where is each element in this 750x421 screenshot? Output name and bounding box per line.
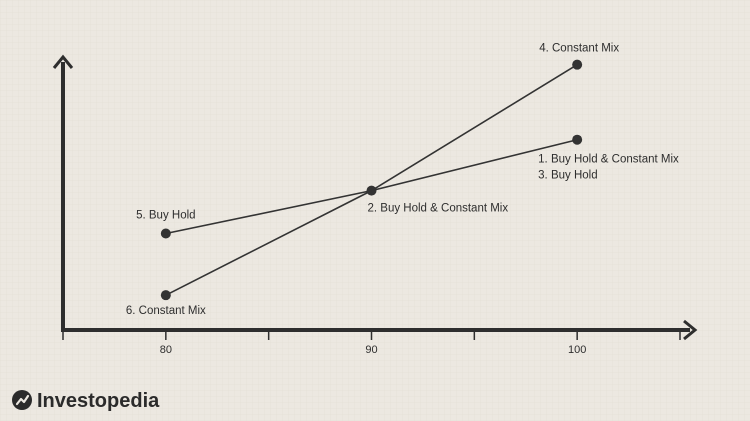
brand-logo: Investopedia xyxy=(12,390,160,412)
point-label: 1. Buy Hold & Constant Mix xyxy=(538,154,679,166)
y-axis-arrow xyxy=(52,54,74,69)
x-tick-label: 80 xyxy=(160,344,172,356)
x-tick-label: 100 xyxy=(568,344,586,356)
point-label: 6. Constant Mix xyxy=(126,305,206,317)
point-label: 5. Buy Hold xyxy=(136,210,195,222)
data-point xyxy=(160,228,171,239)
point-label: 4. Constant Mix xyxy=(539,43,619,55)
point-labels: 5. Buy Hold 2. Buy Hold & Constant Mix 1. … xyxy=(126,43,679,317)
x-axis-ticks: 80 90 100 xyxy=(62,330,681,356)
data-point xyxy=(572,59,583,70)
point-label: 3. Buy Hold xyxy=(538,170,597,182)
data-point xyxy=(572,134,583,145)
data-points xyxy=(160,59,583,301)
brand-name: Investopedia xyxy=(37,390,160,412)
x-axis-arrow xyxy=(683,319,698,341)
data-point xyxy=(366,185,377,196)
x-tick-label: 90 xyxy=(365,344,377,356)
investopedia-logo-icon xyxy=(12,390,32,410)
data-point xyxy=(160,290,171,301)
point-label: 2. Buy Hold & Constant Mix xyxy=(368,203,509,215)
